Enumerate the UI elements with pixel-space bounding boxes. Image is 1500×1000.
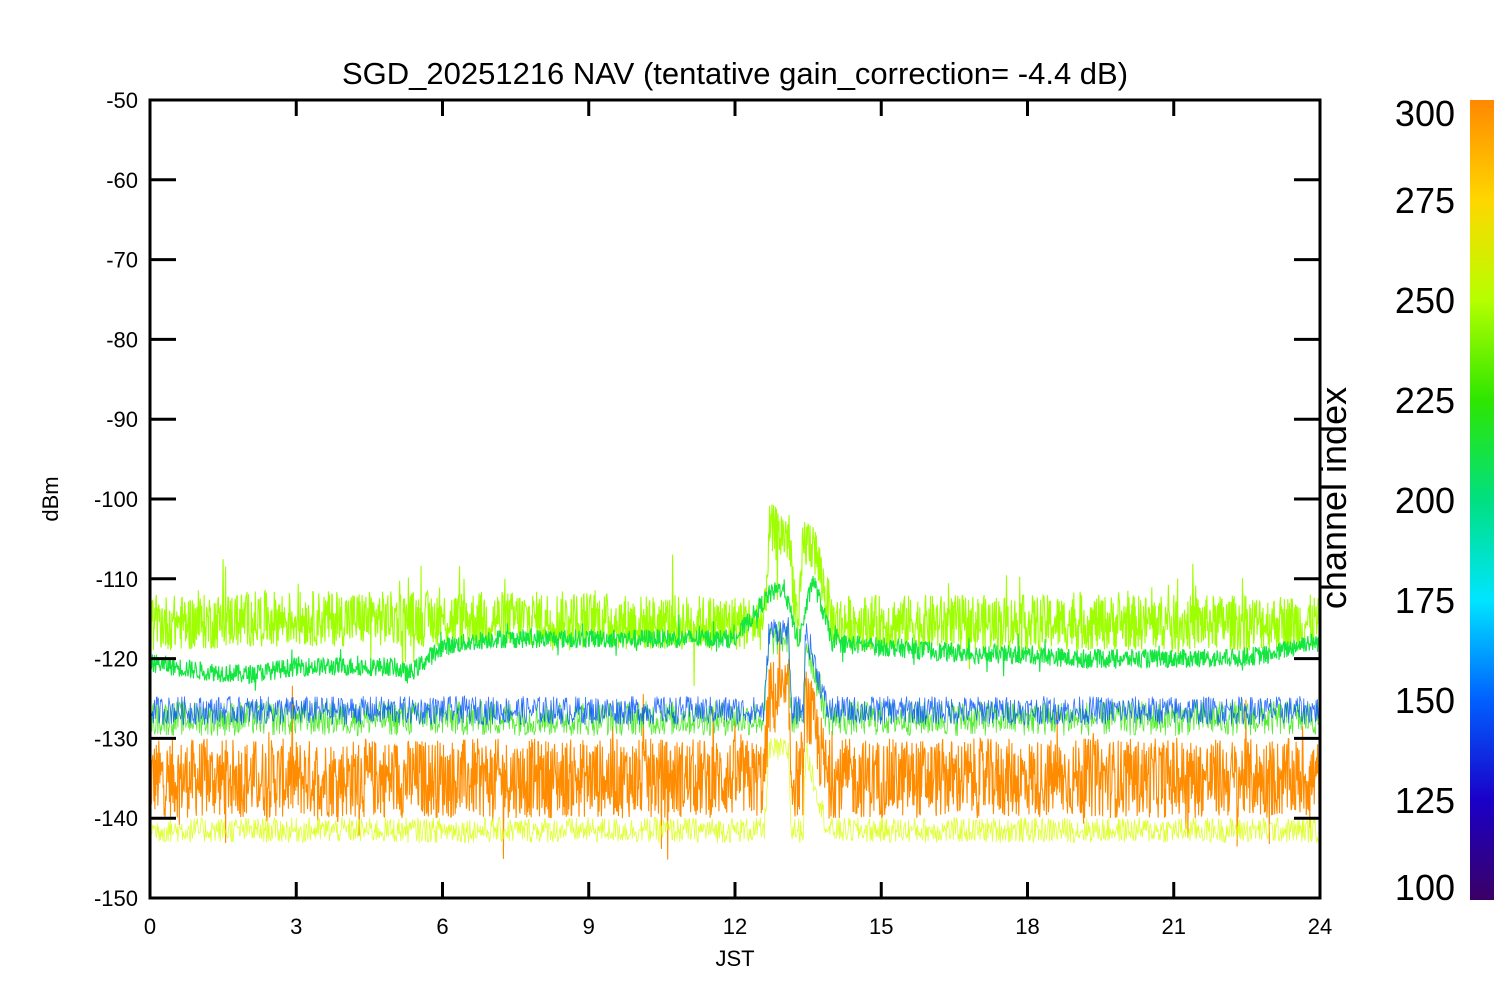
- colorbar: 300 275 250 225 200 175 150 125 100 channel inde…: [1313, 93, 1494, 908]
- y-tick-label: -90: [106, 407, 138, 432]
- x-axis-label: JST: [715, 946, 754, 971]
- colorbar-gradient: [1470, 100, 1494, 900]
- colorbar-tick-label: 250: [1395, 280, 1455, 321]
- y-axis: -50 -60 -70 -80 -90 -100 -110 -120 -130 -140 -150: [94, 88, 1320, 911]
- colorbar-tick-label: 175: [1395, 580, 1455, 621]
- colorbar-tick-label: 225: [1395, 380, 1455, 421]
- y-tick-label: -60: [106, 168, 138, 193]
- y-tick-label: -150: [94, 886, 138, 911]
- y-tick-label: -70: [106, 248, 138, 273]
- series-fringe-line: [150, 617, 1320, 726]
- y-tick-label: -140: [94, 806, 138, 831]
- x-tick-label: 18: [1015, 914, 1039, 939]
- x-tick-label: 24: [1308, 914, 1332, 939]
- y-tick-label: -130: [94, 726, 138, 751]
- x-tick-label: 21: [1162, 914, 1186, 939]
- colorbar-tick-label: 300: [1395, 93, 1455, 134]
- x-tick-label: 0: [144, 914, 156, 939]
- x-axis: 0 3 6 9 12 15 18 21 24: [144, 100, 1332, 939]
- chart-title: SGD_20251216 NAV (tentative gain_correct…: [342, 56, 1128, 91]
- series-line: [150, 575, 1320, 691]
- x-tick-label: 9: [583, 914, 595, 939]
- y-axis-label: dBm: [38, 476, 63, 521]
- colorbar-tick-label: 125: [1395, 780, 1455, 821]
- y-tick-label: -100: [94, 487, 138, 512]
- y-tick-label: -50: [106, 88, 138, 113]
- x-tick-label: 15: [869, 914, 893, 939]
- plot-area: [150, 504, 1320, 860]
- y-tick-label: -80: [106, 327, 138, 352]
- series-line: [150, 504, 1320, 687]
- colorbar-tick-label: 100: [1395, 867, 1455, 908]
- y-tick-label: -110: [96, 567, 138, 592]
- y-tick-label: -120: [94, 647, 138, 672]
- colorbar-tick-label: 150: [1395, 680, 1455, 721]
- colorbar-tick-label: 275: [1395, 180, 1455, 221]
- colorbar-label: channel index: [1313, 387, 1354, 609]
- colorbar-tick-label: 200: [1395, 480, 1455, 521]
- x-tick-label: 6: [436, 914, 448, 939]
- series-fringe-line: [150, 737, 1320, 844]
- x-tick-label: 12: [723, 914, 747, 939]
- x-tick-label: 3: [290, 914, 302, 939]
